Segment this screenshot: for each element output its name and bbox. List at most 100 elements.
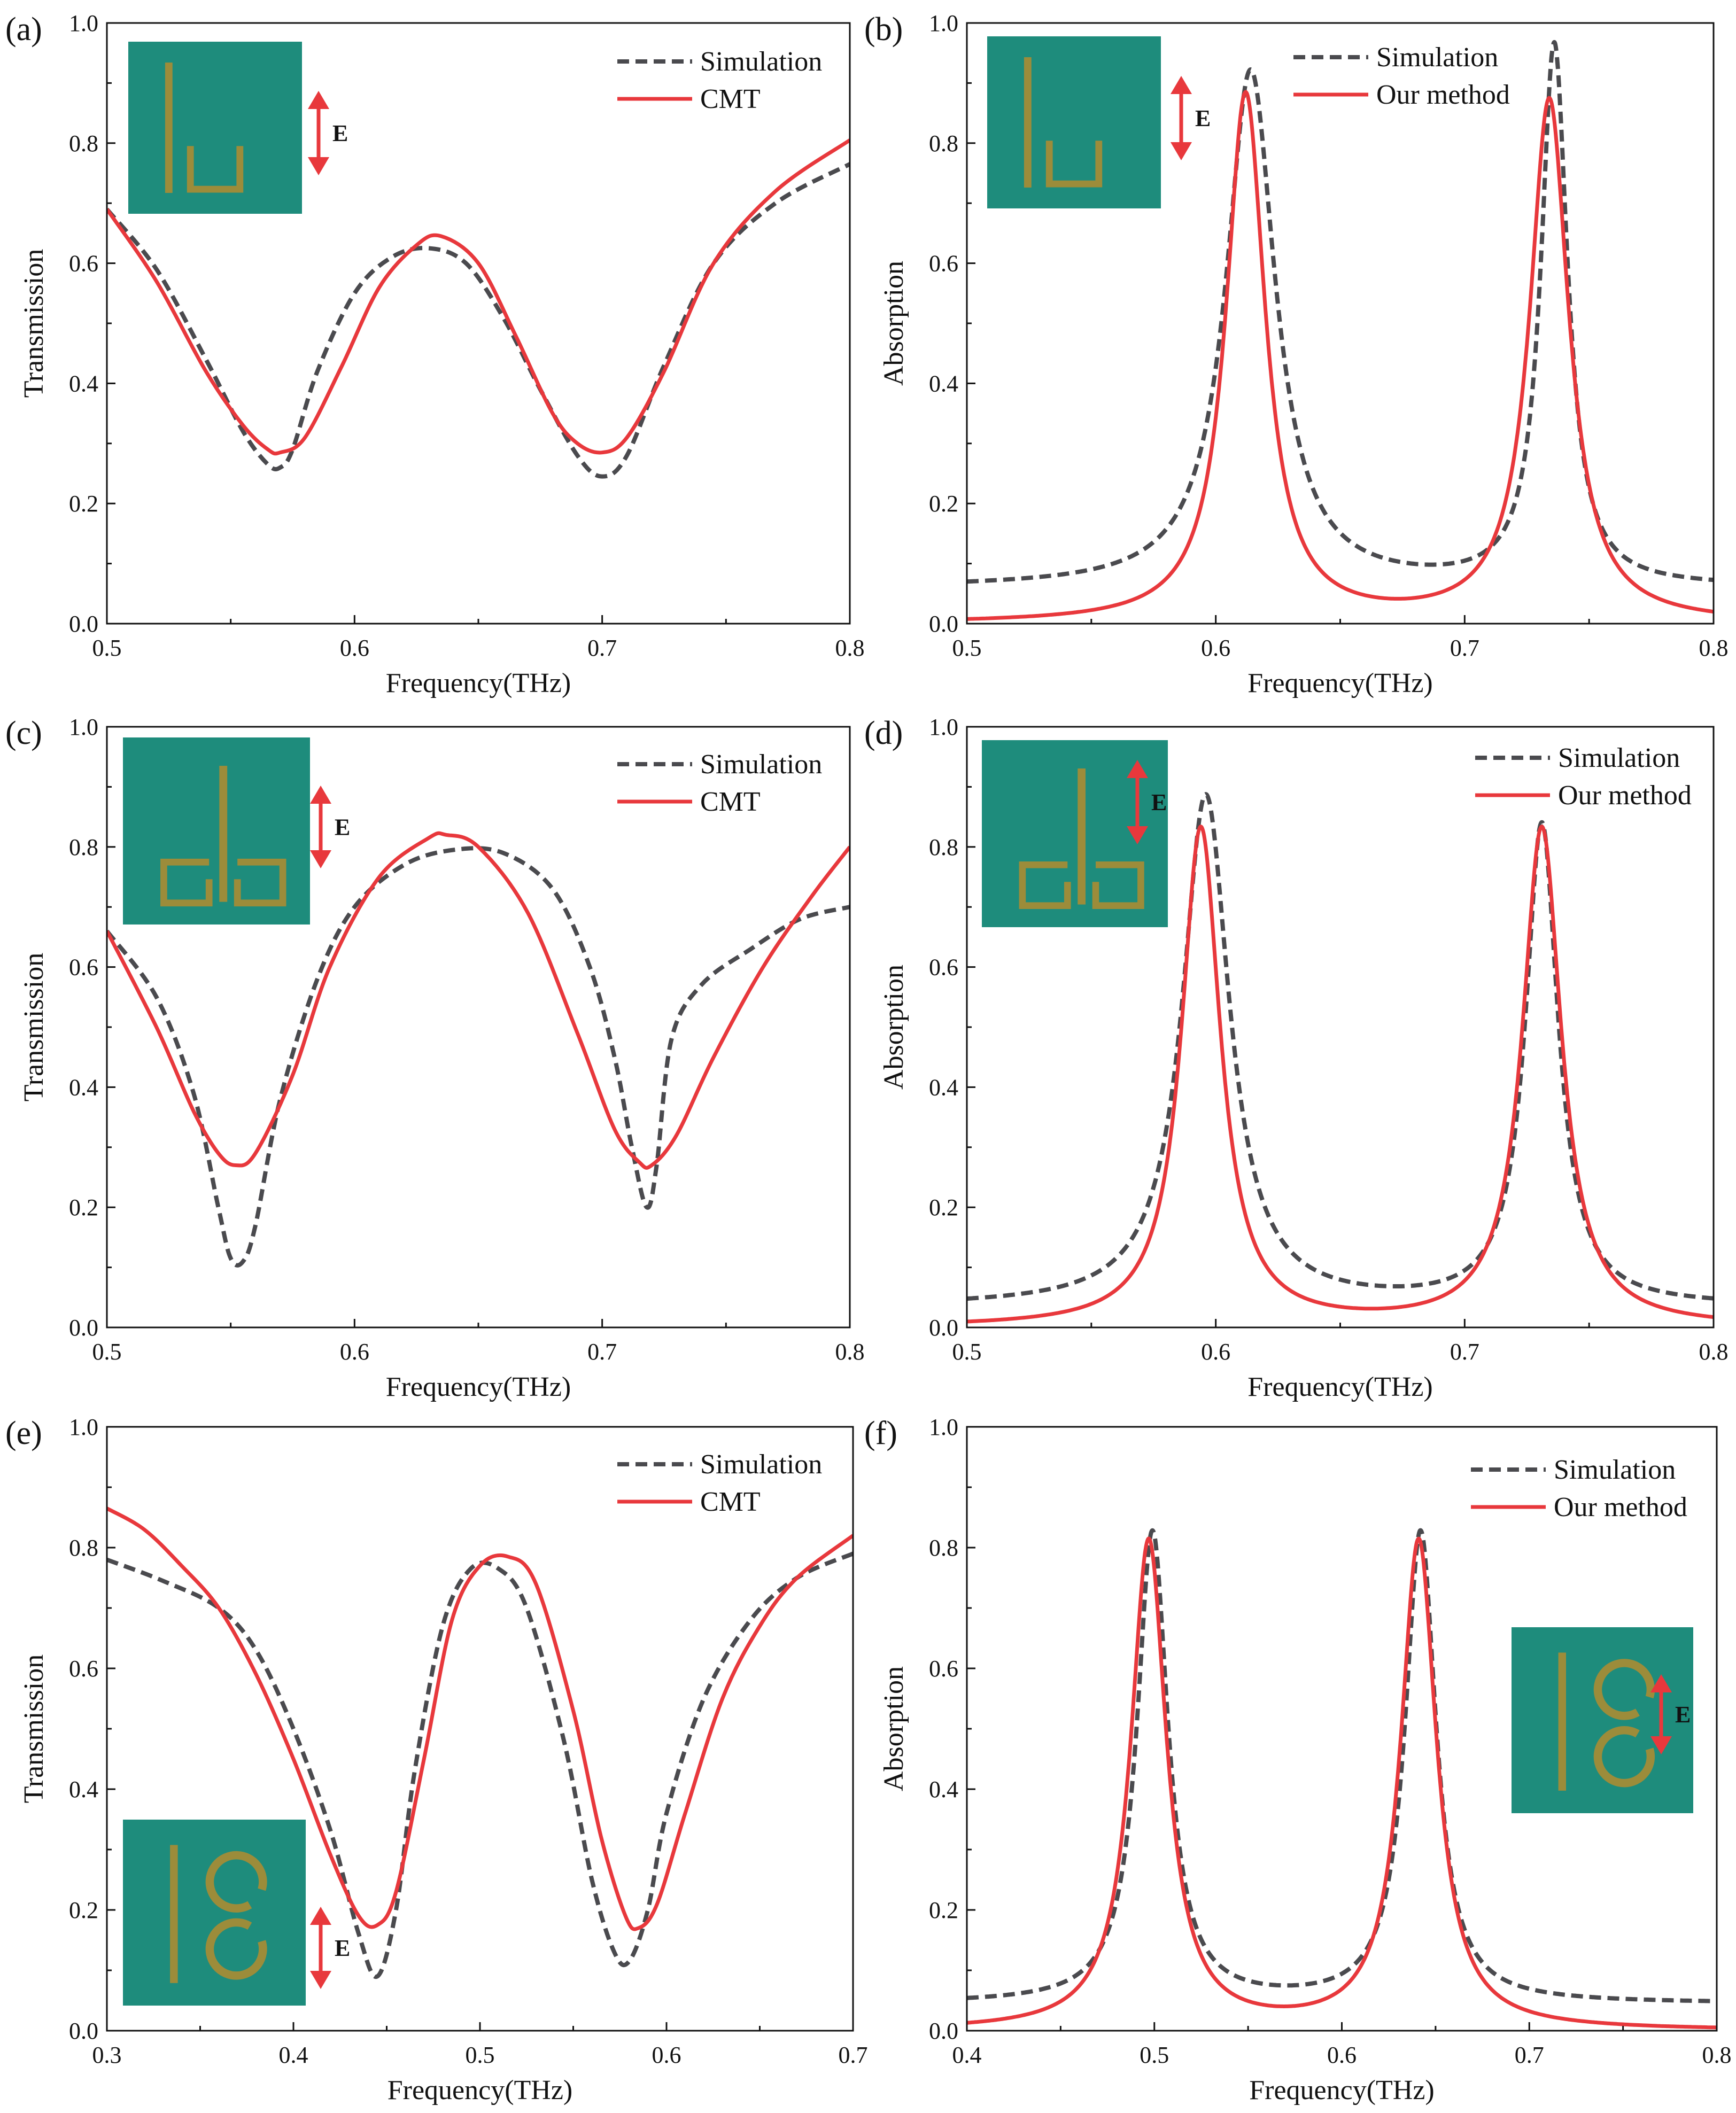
x-tick-label: 0.7 [1450,1339,1479,1365]
y-tick-label: 0.0 [69,611,98,637]
y-tick-label: 0.2 [929,1194,958,1221]
x-axis-label: Frequency(THz) [387,2075,573,2106]
e-field-label: E [1151,789,1167,815]
e-field-arrow-head-up [1127,760,1148,778]
series-line-our-method [967,825,1714,1324]
series-line-our-method [967,90,1714,621]
cut-wire-bar [1078,768,1086,905]
y-tick-label: 0.4 [69,1776,98,1803]
metamaterial-unit-cell-inset: E [1512,1627,1693,1813]
e-field-arrow-head-down [1650,1736,1672,1754]
y-tick-label: 0.6 [69,1656,98,1682]
y-tick-label: 1.0 [69,10,98,36]
x-tick-label: 0.5 [92,635,122,661]
cut-wire-bar [219,766,228,902]
unit-cell-substrate [123,737,310,925]
y-tick-label: 0.8 [69,834,98,860]
e-field-arrow-head-down [308,157,329,175]
e-field-arrow-head-up [310,786,331,804]
legend: Simulation Our method [1293,42,1510,110]
x-tick-label: 0.7 [1450,635,1479,661]
e-field-arrow-head-up [1171,76,1192,94]
e-field-label: E [335,814,350,841]
y-tick-label: 0.2 [929,491,958,517]
x-tick-label: 0.8 [835,635,865,661]
y-tick-label: 0.2 [69,1194,98,1221]
e-field-label: E [335,1935,350,1961]
y-tick-label: 0.2 [69,1897,98,1923]
panel-label: (f) [864,1415,897,1451]
series-line-cmt [107,831,850,1170]
chart-panel-d: 0.5 0.6 0.7 0.8 0.0 0.2 0.4 0.6 0.8 1.0 Frequency(… [864,714,1729,1402]
legend-entry-cmt: CMT [700,84,761,114]
split-ring-top [205,1851,267,1913]
metamaterial-unit-cell-inset: E [123,737,350,925]
e-field-label: E [1675,1702,1691,1728]
split-ring-top [1593,1659,1655,1720]
y-tick-label: 0.8 [929,130,958,157]
y-axis-label: Transmission [19,953,49,1101]
chart-panel-b: 0.5 0.6 0.7 0.8 0.0 0.2 0.4 0.6 0.8 1.0 Frequency(… [864,10,1729,698]
legend: Simulation CMT [617,749,822,817]
e-field-arrow-head-down [1171,142,1192,160]
x-tick-label: 0.7 [1515,2042,1544,2068]
series-line-our-method [967,1536,1717,2030]
e-field-arrow-head-up [310,1907,331,1925]
x-tick-label: 0.4 [279,2042,308,2068]
legend-entry-simulation: Simulation [1554,1455,1676,1485]
y-tick-label: 0.0 [929,2018,958,2044]
u-shaped-resonator [1045,141,1103,188]
y-tick-label: 1.0 [929,1414,958,1440]
panel-label: (b) [864,11,903,48]
x-tick-label: 0.3 [92,2042,122,2068]
unit-cell-substrate [1512,1627,1693,1813]
legend-entry-simulation: Simulation [700,46,822,77]
y-tick-label: 1.0 [69,1414,98,1440]
x-tick-label: 0.7 [587,1339,617,1365]
panel-label: (a) [5,11,42,48]
metamaterial-unit-cell-inset: E [987,36,1211,208]
legend-entry-simulation: Simulation [700,1449,822,1480]
legend-entry-cmt: CMT [700,787,761,817]
split-ring-bottom [205,1918,267,1980]
chart-panel-c: 0.5 0.6 0.7 0.8 0.0 0.2 0.4 0.6 0.8 1.0 Frequency(… [5,714,865,1402]
u-shaped-resonator [187,146,244,193]
series-line-cmt [107,1506,853,1931]
legend-entry-simulation: Simulation [1558,743,1680,773]
x-tick-label: 0.8 [1702,2042,1732,2068]
y-tick-label: 0.0 [69,1315,98,1341]
y-axis-label: Absorption [879,261,909,386]
panel-label: (c) [5,715,42,751]
x-tick-label: 0.6 [340,1339,369,1365]
x-tick-label: 0.6 [1201,1339,1230,1365]
legend: Simulation Our method [1475,743,1692,811]
legend-entry-cmt: CMT [700,1487,761,1517]
panel-label: (e) [5,1415,42,1451]
metamaterial-unit-cell-inset: E [128,42,348,214]
y-tick-label: 0.8 [69,1535,98,1561]
chart-panel-e: 0.3 0.4 0.5 0.6 0.7 0.0 0.2 0.4 0.6 0.8 1.0 Frequen… [5,1414,868,2106]
split-square-right [234,858,286,907]
x-axis-label: Frequency(THz) [386,668,571,698]
x-tick-label: 0.7 [839,2042,868,2068]
split-square-left [1019,861,1071,910]
x-axis-label: Frequency(THz) [1249,2075,1435,2106]
x-axis-label: Frequency(THz) [1247,1372,1433,1402]
y-tick-label: 0.6 [69,251,98,277]
y-tick-label: 0.0 [69,2018,98,2044]
x-tick-label: 0.5 [92,1339,122,1365]
y-tick-label: 0.4 [69,1074,98,1100]
series-line-simulation [107,1551,853,1979]
x-tick-label: 0.7 [587,635,617,661]
cut-wire-bar [165,63,173,193]
e-field-arrow-head-down [310,850,331,868]
unit-cell-substrate [123,1820,306,2006]
y-tick-label: 1.0 [69,714,98,740]
e-field-arrow-head-up [1650,1674,1672,1692]
x-tick-label: 0.6 [1201,635,1230,661]
unit-cell-substrate [987,36,1161,208]
series-line-cmt [107,138,850,456]
y-tick-label: 1.0 [929,714,958,740]
unit-cell-substrate [128,42,302,214]
y-tick-label: 0.6 [929,1656,958,1682]
